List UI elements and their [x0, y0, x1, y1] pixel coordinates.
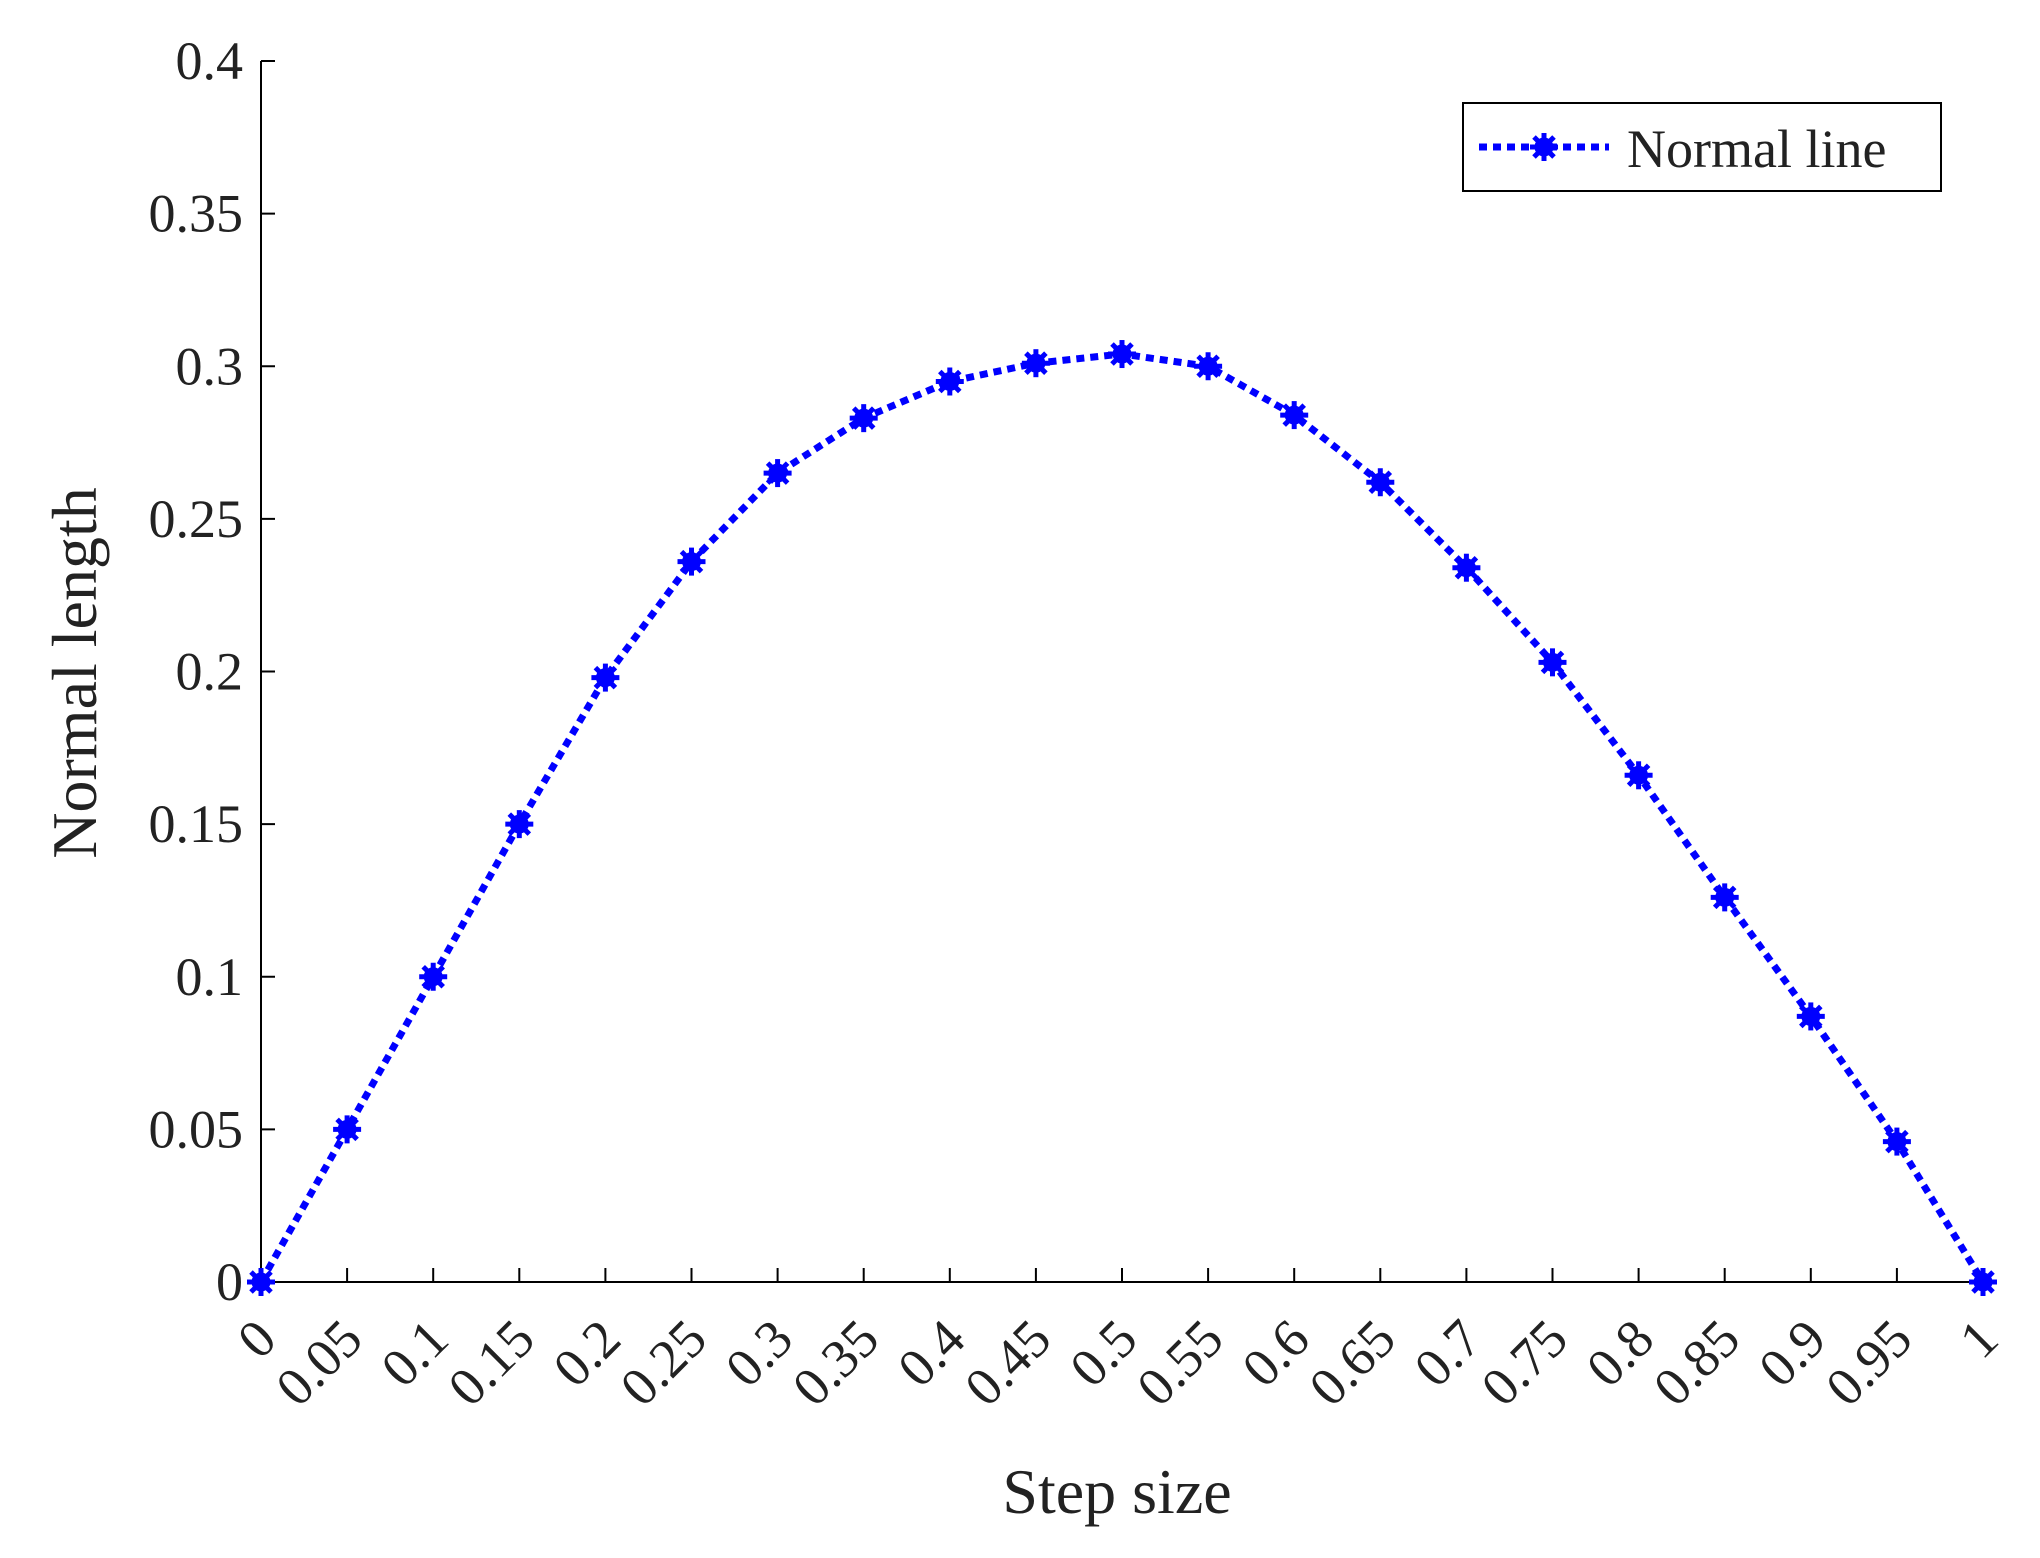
data-point-0-5-arm-3 — [679, 549, 704, 574]
y-tick-label-5: 0.25 — [149, 489, 244, 549]
data-point-0-6-arm-3 — [765, 461, 790, 485]
data-point-0-11-arm-3 — [1196, 354, 1220, 379]
data-point-0-14-arm-3 — [1454, 555, 1479, 580]
data-point-0-9 — [1021, 349, 1050, 378]
y-axis-title: Normal length — [39, 487, 110, 858]
data-point-0-13-arm-3 — [1368, 470, 1393, 495]
data-point-0-5 — [677, 547, 706, 576]
data-point-0-20-arm-3 — [1971, 1270, 1995, 1294]
plot-series — [247, 340, 1997, 1296]
data-point-0-19-arm-3 — [1885, 1129, 1909, 1154]
data-point-0-10 — [1108, 340, 1136, 369]
data-point-0-4-arm-3 — [593, 665, 618, 690]
data-point-0-9-arm-3 — [1024, 351, 1048, 375]
y-tick-label-1: 0.05 — [149, 1099, 244, 1159]
legend-marker-arm-3 — [1532, 135, 1556, 159]
legend: Normal line — [1462, 102, 1942, 192]
data-point-0-11 — [1194, 352, 1223, 381]
data-point-0-17-arm-3 — [1712, 885, 1737, 910]
data-point-0-12-arm-3 — [1282, 403, 1306, 427]
legend-label-normal-line: Normal line — [1627, 119, 1886, 179]
y-tick-label-7: 0.35 — [149, 184, 244, 244]
data-point-0-19 — [1882, 1127, 1911, 1156]
data-point-0-6 — [763, 459, 792, 488]
data-point-0-2-arm-3 — [421, 964, 445, 989]
data-point-0-18-arm-3 — [1799, 1004, 1823, 1029]
data-point-0-4 — [591, 663, 620, 692]
data-point-0-15-arm-3 — [1540, 650, 1565, 675]
data-point-0-1 — [333, 1115, 362, 1144]
data-point-0-20 — [1969, 1268, 1997, 1296]
y-tick-label-3: 0.15 — [149, 794, 244, 854]
data-point-0-17 — [1710, 883, 1739, 912]
data-point-0-7 — [849, 404, 878, 433]
y-tick-label-0: 0 — [216, 1252, 243, 1312]
data-point-0-13 — [1366, 468, 1395, 497]
data-point-0-0-arm-3 — [249, 1270, 273, 1294]
data-point-0-10-arm-3 — [1110, 342, 1134, 366]
x-axis-title: Step size — [1002, 1456, 1231, 1527]
y-tick-label-8: 0.4 — [176, 31, 244, 91]
legend-marker — [1530, 133, 1558, 161]
legend-marker-swatch — [1530, 133, 1558, 161]
data-point-0-3-arm-3 — [507, 812, 532, 836]
data-point-0-8 — [935, 367, 964, 396]
data-point-0-16 — [1624, 761, 1653, 790]
data-point-0-7-arm-3 — [851, 406, 876, 430]
y-tick-label-2: 0.1 — [176, 947, 244, 1007]
data-point-0-0 — [247, 1268, 275, 1296]
data-point-0-16-arm-3 — [1626, 763, 1651, 788]
data-point-0-2 — [419, 962, 448, 991]
data-point-0-15 — [1538, 648, 1567, 677]
data-point-0-18 — [1796, 1002, 1825, 1031]
data-point-0-1-arm-3 — [335, 1117, 359, 1142]
data-point-0-3 — [505, 810, 534, 839]
data-point-0-8-arm-3 — [938, 369, 962, 394]
y-tick-label-6: 0.3 — [176, 336, 244, 396]
data-point-0-14 — [1452, 553, 1481, 582]
data-point-0-12 — [1280, 401, 1309, 430]
y-tick-label-4: 0.2 — [176, 642, 244, 702]
y-axis: 0 0.05 0.1 0.15 0.2 0.25 0.3 0.35 0.4 — [149, 31, 275, 1312]
